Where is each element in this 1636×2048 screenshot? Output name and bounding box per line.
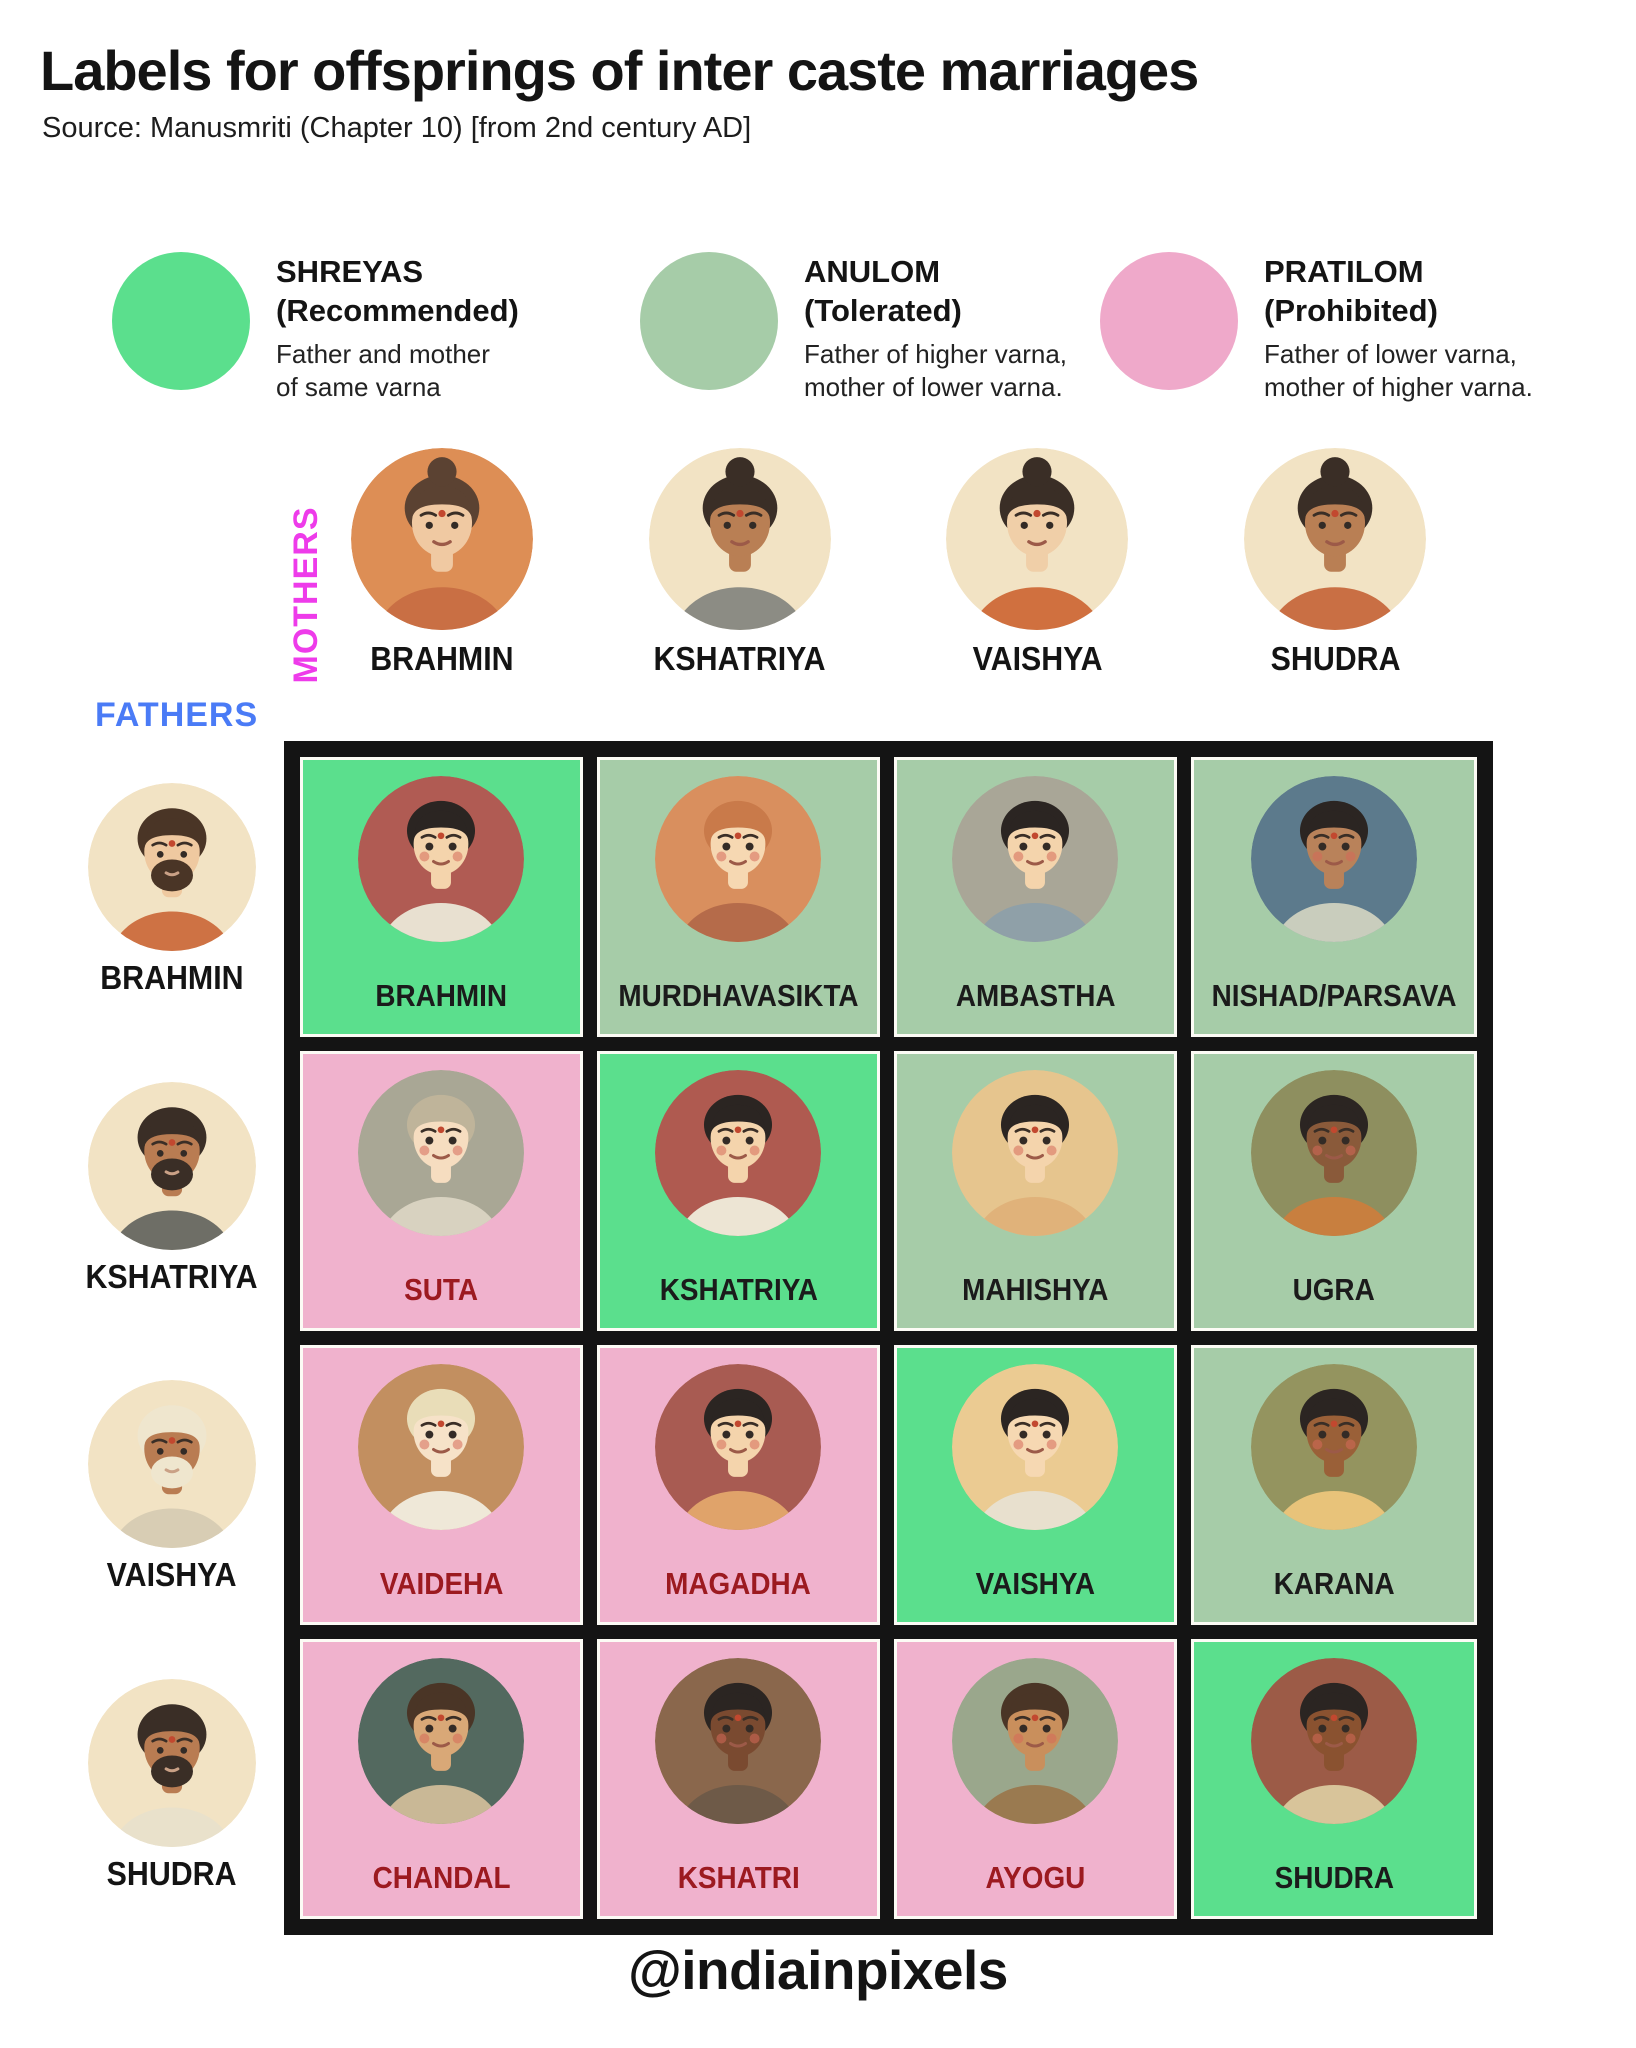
cell-kshatriya-father-shudra-mother: UGRA	[1190, 1051, 1477, 1331]
legend-name: SHREYAS (Recommended)	[276, 254, 519, 328]
offspring-avatar	[655, 1658, 822, 1824]
offspring-avatar	[655, 1364, 822, 1530]
mother-shudra-avatar	[1244, 448, 1427, 630]
offspring-avatar	[1250, 1070, 1417, 1236]
offspring-avatar	[1250, 776, 1417, 942]
offspring-label: KARANA	[1273, 1566, 1395, 1601]
legend-description: Father and mother of same varna	[276, 339, 490, 402]
father-vaishya-avatar	[88, 1380, 256, 1549]
offspring-label: VAISHYA	[975, 1566, 1096, 1601]
offspring-label: AYOGU	[985, 1860, 1086, 1895]
cell-brahmin-father-shudra-mother: NISHAD/PARSAVA	[1190, 757, 1477, 1037]
cell-vaishya-father-kshatriya-mother: MAGADHA	[596, 1345, 880, 1625]
mother-vaishya-avatar	[946, 448, 1129, 630]
father-brahmin-avatar	[88, 783, 256, 952]
legend-item-pratilom: PRATILOM (Prohibited) Father of lower va…	[1100, 252, 1533, 404]
cell-shudra-father-brahmin-mother: CHANDAL	[300, 1639, 583, 1919]
mother-brahmin-avatar	[350, 448, 533, 630]
offspring-label: NISHAD/PARSAVA	[1211, 978, 1457, 1013]
pratilom-swatch-circle	[1100, 252, 1238, 390]
legend-text: ANULOM (Tolerated) Father of higher varn…	[804, 252, 1067, 404]
offspring-label: SUTA	[404, 1272, 479, 1307]
offspring-avatar	[655, 776, 822, 942]
legend-description: Father of higher varna, mother of lower …	[804, 339, 1068, 402]
father-label: SHUDRA	[107, 1854, 237, 1892]
offspring-label: CHANDAL	[372, 1860, 511, 1895]
father-label: VAISHYA	[107, 1556, 237, 1594]
legend-name: PRATILOM (Prohibited)	[1264, 254, 1438, 328]
legend-text: SHREYAS (Recommended) Father and mother …	[276, 252, 519, 404]
offspring-label: AMBASTHA	[955, 978, 1116, 1013]
offspring-label: MURDHAVASIKTA	[618, 978, 859, 1013]
offspring-label: MAGADHA	[665, 1566, 812, 1601]
anulom-swatch-circle	[640, 252, 778, 390]
offspring-avatar	[952, 776, 1119, 942]
mother-kshatriya-avatar	[648, 448, 831, 630]
legend-text: PRATILOM (Prohibited) Father of lower va…	[1264, 252, 1533, 404]
legend-item-anulom: ANULOM (Tolerated) Father of higher varn…	[640, 252, 1067, 404]
father-label: KSHATRIYA	[85, 1257, 259, 1295]
offspring-label: VAIDEHA	[379, 1566, 504, 1601]
offspring-label: KSHATRIYA	[659, 1272, 818, 1307]
mother-vaishya: VAISHYA	[896, 448, 1180, 710]
mother-label: BRAHMIN	[370, 640, 514, 677]
father-brahmin: BRAHMIN	[62, 741, 282, 1040]
offspring-avatar	[655, 1070, 822, 1236]
page-title: Labels for offsprings of inter caste mar…	[40, 39, 1199, 102]
offspring-avatar	[952, 1070, 1119, 1236]
cell-kshatriya-father-vaishya-mother: MAHISHYA	[893, 1051, 1177, 1331]
offspring-avatar	[358, 1658, 525, 1824]
cell-brahmin-father-brahmin-mother: BRAHMIN	[300, 757, 583, 1037]
offspring-label: UGRA	[1292, 1272, 1375, 1307]
offspring-avatar	[1250, 1658, 1417, 1824]
offspring-avatar	[358, 1364, 525, 1530]
fathers-header-column: BRAHMIN KSHATRIYA VAISHYA SHUDRA	[62, 741, 282, 1935]
cell-vaishya-father-vaishya-mother: VAISHYA	[893, 1345, 1177, 1625]
cell-shudra-father-shudra-mother: SHUDRA	[1190, 1639, 1477, 1919]
father-kshatriya-avatar	[88, 1081, 256, 1250]
credit-handle: @indiainpixels	[628, 1939, 1008, 2001]
father-shudra-avatar	[88, 1678, 256, 1847]
offspring-label: MAHISHYA	[962, 1272, 1109, 1307]
father-kshatriya: KSHATRIYA	[62, 1040, 282, 1339]
cell-brahmin-father-kshatriya-mother: MURDHAVASIKTA	[596, 757, 880, 1037]
father-shudra: SHUDRA	[62, 1637, 282, 1936]
offspring-label: KSHATRI	[677, 1860, 800, 1895]
offspring-avatar	[358, 1070, 525, 1236]
shreyas-swatch-circle	[112, 252, 250, 390]
mother-brahmin: BRAHMIN	[300, 448, 584, 710]
fathers-axis-label: FATHERS	[95, 696, 259, 734]
cell-brahmin-father-vaishya-mother: AMBASTHA	[893, 757, 1177, 1037]
mother-label: SHUDRA	[1270, 640, 1401, 677]
offspring-label: SHUDRA	[1274, 1860, 1394, 1895]
offspring-avatar	[358, 776, 525, 942]
legend-item-shreyas: SHREYAS (Recommended) Father and mother …	[112, 252, 519, 404]
cell-kshatriya-father-brahmin-mother: SUTA	[300, 1051, 583, 1331]
cell-kshatriya-father-kshatriya-mother: KSHATRIYA	[596, 1051, 880, 1331]
father-vaishya: VAISHYA	[62, 1338, 282, 1637]
source-subtitle: Source: Manusmriti (Chapter 10) [from 2n…	[42, 112, 752, 144]
offspring-avatar	[1250, 1364, 1417, 1530]
offspring-avatar	[952, 1658, 1119, 1824]
offspring-avatar	[952, 1364, 1119, 1530]
cell-vaishya-father-shudra-mother: KARANA	[1190, 1345, 1477, 1625]
legend-description: Father of lower varna, mother of higher …	[1264, 339, 1533, 402]
cell-shudra-father-kshatriya-mother: KSHATRI	[596, 1639, 880, 1919]
mother-label: VAISHYA	[972, 640, 1103, 677]
mother-shudra: SHUDRA	[1193, 448, 1477, 710]
offspring-matrix: BRAHMIN MURDHAVASIKTA AMBASTHA NISHAD/PA…	[284, 741, 1493, 1935]
cell-shudra-father-vaishya-mother: AYOGU	[893, 1639, 1177, 1919]
father-label: BRAHMIN	[100, 959, 244, 997]
legend-name: ANULOM (Tolerated)	[804, 254, 962, 328]
offspring-label: BRAHMIN	[375, 978, 508, 1013]
mothers-header-row: BRAHMIN KSHATRIYA VAISHYA SHUDRA	[284, 448, 1493, 710]
cell-vaishya-father-brahmin-mother: VAIDEHA	[300, 1345, 583, 1625]
mother-label: KSHATRIYA	[653, 640, 826, 677]
mother-kshatriya: KSHATRIYA	[598, 448, 882, 710]
